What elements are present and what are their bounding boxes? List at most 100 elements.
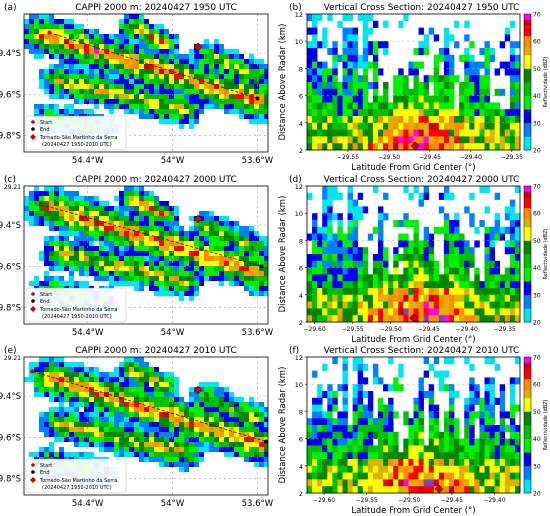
legend-start-marker: [31, 120, 35, 124]
cross-section-line: [40, 204, 262, 267]
panel-label: (f): [289, 346, 299, 356]
map-frame: [23, 356, 269, 496]
y-tick-label: 8: [299, 237, 303, 245]
panel-label: (a): [4, 3, 17, 13]
x-tick-label: −29.35: [501, 154, 523, 161]
xs-title: Vertical Cross Section: 20240427 1950 UT…: [324, 3, 520, 13]
colorbar-tick-label: 20: [533, 491, 541, 498]
colorbar-tick-label: 20: [533, 320, 541, 327]
y-tick-label: 10: [295, 210, 303, 218]
y-tick-label: 12: [295, 183, 303, 191]
legend-end-marker: [31, 127, 35, 131]
colorbar-tick-label: 40: [533, 265, 541, 272]
y-tick-label: 29.8°S: [0, 304, 21, 314]
y-tick-label: 29.21: [4, 355, 21, 362]
map-panel-3: (e) CAPPI 2000 m: 20240427 2010 UTC 54.4°W…: [0, 346, 274, 509]
map-panel-1: (a) CAPPI 2000 m: 20240427 1950 UTC 54.4°W…: [0, 3, 274, 166]
map-title: CAPPI 2000 m: 20240427 2010 UTC: [75, 346, 237, 356]
colorbar-label: Reflectividade (dBZ): [543, 56, 549, 107]
x-tick-label: −29.40: [460, 154, 482, 161]
y-tick-label: 6: [299, 265, 303, 273]
colorbar-tick-label: 50: [533, 238, 541, 245]
map-title: CAPPI 2000 m: 20240427 2000 UTC: [75, 175, 237, 185]
x-axis-label: Latitude From Grid Center (°): [351, 506, 475, 516]
x-tick-label: −29.60: [303, 326, 325, 333]
start-point: [38, 202, 43, 207]
legend-end: End: [40, 127, 50, 133]
colorbar-tick-label: 30: [533, 120, 541, 127]
y-tick-label: 29.4°S: [0, 221, 21, 231]
legend-box: [25, 287, 127, 323]
legend-tornado: Tornado-São Martinho da Serra: [39, 135, 117, 141]
xs-frame: [306, 185, 521, 323]
colorbar-label: Reflectividade (dBZ): [543, 399, 549, 450]
cross-section-line: [32, 370, 267, 442]
y-axis-label: Distance Above Radar (km): [278, 367, 288, 484]
colorbar-tick-label: 70: [533, 355, 541, 362]
tornado-marker: [193, 385, 203, 395]
y-tick-label: 8: [299, 408, 303, 416]
y-tick-label: 29.4°S: [0, 49, 21, 59]
y-axis-label: Distance Above Radar (km): [278, 196, 288, 313]
x-tick-label: −29.45: [419, 154, 441, 161]
colorbar: 20 30 40 50 60 70 Reflectividade (dBZ): [523, 355, 549, 498]
cross-section-line: [49, 32, 258, 99]
reflectivity-cells: [307, 186, 521, 323]
colorbar-tick-label: 30: [533, 463, 541, 470]
colorbar-tick-label: 50: [533, 66, 541, 73]
colorbar-tick-label: 60: [533, 382, 541, 389]
xs-title: Vertical Cross Section: 20240427 2010 UT…: [324, 346, 520, 356]
panel-label: (e): [4, 346, 17, 356]
legend-box: [25, 115, 127, 151]
colorbar-tick-label: 40: [533, 93, 541, 100]
colorbar: 20 30 40 50 60 70 Reflectividade (dBZ): [523, 12, 549, 155]
y-tick-label: 29.6°S: [0, 433, 21, 443]
legend-tornado-marker: [30, 134, 36, 140]
legend-start: Start: [40, 120, 52, 126]
legend-start-marker: [31, 292, 35, 296]
colorbar-tick-label: 30: [533, 292, 541, 299]
end-point: [255, 96, 260, 101]
y-tick-label: 29.21: [4, 184, 21, 191]
x-tick-label: 53.6°W: [242, 499, 274, 509]
x-tick-label: −29.55: [342, 326, 364, 333]
y-tick-label: 8: [299, 65, 303, 73]
legend-tornado-period: (20240427 1950-2010 UTC): [42, 142, 112, 148]
x-tick-label: −29.45: [418, 326, 440, 333]
colorbar-frame: [523, 13, 532, 151]
x-tick-label: −29.50: [398, 497, 420, 504]
colorbar-tick-label: 60: [533, 211, 541, 218]
tornado-marker: [193, 42, 203, 52]
colorbar-tick-label: 50: [533, 409, 541, 416]
y-tick-label: 4: [299, 463, 303, 471]
y-tick-label: 10: [295, 38, 303, 46]
xs-frame: [306, 13, 521, 151]
cross-section-panel-3: (f) Vertical Cross Section: 20240427 2010…: [278, 346, 549, 516]
legend-end-marker: [31, 299, 35, 303]
end-point: [263, 439, 268, 444]
legend-tornado-marker: [30, 477, 36, 483]
xs-frame: [306, 356, 521, 494]
reflectivity-cells: [307, 14, 521, 151]
y-tick-label: 6: [299, 436, 303, 444]
x-tick-label: −29.45: [441, 497, 463, 504]
legend-tornado-marker: [30, 306, 36, 312]
map-frame: [23, 185, 269, 325]
colorbar-tick-label: 70: [533, 12, 541, 19]
reflectivity-cells: [24, 186, 268, 316]
end-point: [259, 264, 264, 269]
tornado-marker: [193, 214, 203, 224]
y-tick-label: 29.4°S: [0, 392, 21, 402]
legend-tornado-period: (20240427 1950-2010 UTC): [42, 314, 112, 320]
y-tick-label: 2: [299, 147, 303, 155]
legend-start: Start: [40, 463, 52, 469]
y-tick-label: 29.6°S: [0, 262, 21, 272]
legend-tornado-period: (20240427 1950-2010 UTC): [42, 485, 112, 491]
y-tick-label: 4: [299, 292, 303, 300]
x-tick-label: 54.4°W: [72, 156, 104, 166]
y-tick-label: 4: [299, 120, 303, 128]
x-tick-label: 53.6°W: [242, 156, 274, 166]
